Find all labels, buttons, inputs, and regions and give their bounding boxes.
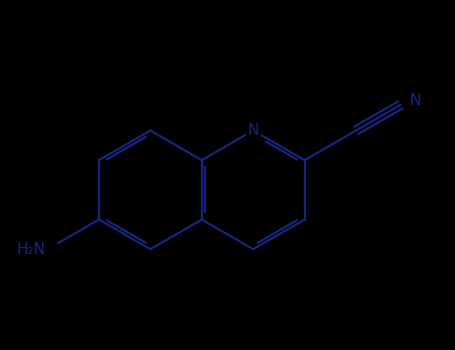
- Text: N: N: [248, 123, 259, 138]
- Text: N: N: [410, 93, 421, 108]
- Text: H₂N: H₂N: [16, 242, 45, 257]
